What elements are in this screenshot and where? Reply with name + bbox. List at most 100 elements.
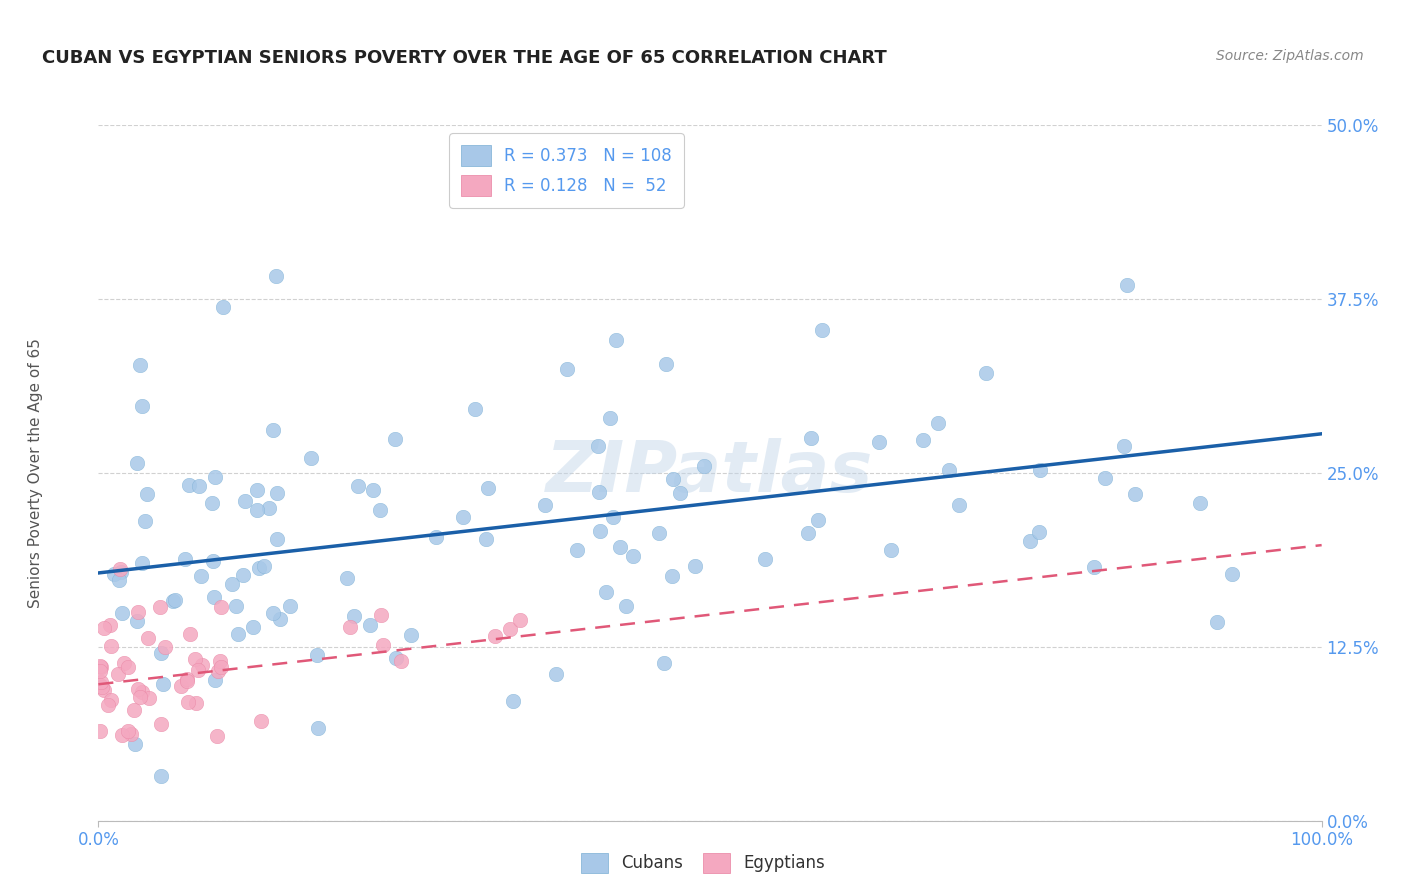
Point (153, 640, 176, 654)
Point (359, 617, 381, 632)
Point (807, 513, 830, 527)
Point (127, 456, 149, 470)
Point (305, 648, 328, 662)
Point (162, 594, 184, 608)
Point (605, 333, 627, 347)
Point (247, 560, 270, 574)
Point (1094, 471, 1116, 485)
Point (1123, 487, 1146, 501)
Point (477, 481, 499, 495)
Point (654, 357, 676, 371)
Point (266, 532, 288, 546)
Point (451, 510, 474, 524)
Text: ZIPatlas: ZIPatlas (547, 438, 873, 508)
Point (299, 451, 322, 466)
Point (89, 658, 111, 673)
Point (880, 542, 903, 557)
Legend: Cubans, Egyptians: Cubans, Egyptians (575, 847, 831, 880)
Point (602, 509, 624, 524)
Point (117, 660, 139, 674)
Point (204, 470, 226, 484)
Point (661, 472, 683, 486)
Point (179, 627, 201, 641)
Point (209, 660, 232, 674)
Point (187, 663, 209, 677)
Point (176, 672, 198, 686)
Point (120, 727, 142, 741)
Point (246, 483, 269, 497)
Point (361, 483, 384, 498)
Point (177, 478, 200, 492)
Point (108, 562, 131, 576)
Point (347, 479, 370, 493)
Point (107, 574, 129, 588)
Point (170, 679, 193, 693)
Point (589, 524, 612, 538)
Point (136, 486, 159, 500)
Point (1112, 438, 1135, 452)
Point (509, 613, 531, 627)
Point (927, 416, 949, 430)
Point (127, 681, 149, 696)
Point (93, 683, 115, 698)
Point (124, 737, 146, 751)
Point (484, 629, 506, 643)
Point (621, 549, 644, 563)
Point (595, 584, 617, 599)
Point (371, 639, 394, 653)
Point (110, 565, 132, 579)
Point (136, 631, 159, 645)
Point (1029, 463, 1052, 477)
Point (149, 599, 172, 614)
Point (138, 690, 160, 705)
Point (586, 439, 609, 453)
Point (184, 652, 207, 666)
Point (149, 646, 172, 660)
Point (692, 458, 714, 473)
Point (163, 592, 186, 607)
Point (201, 496, 224, 510)
Point (117, 724, 139, 739)
Point (811, 323, 834, 337)
Point (91, 680, 114, 694)
Point (1019, 533, 1042, 548)
Point (187, 479, 209, 493)
Point (90, 675, 112, 690)
Point (89, 678, 111, 692)
Point (233, 494, 256, 508)
Point (278, 599, 301, 613)
Point (389, 654, 412, 668)
Point (186, 696, 208, 710)
Point (555, 362, 578, 376)
Point (202, 590, 225, 604)
Point (250, 714, 273, 728)
Point (370, 608, 392, 623)
Point (131, 685, 153, 699)
Point (974, 366, 997, 380)
Point (385, 651, 408, 665)
Point (384, 432, 406, 446)
Point (661, 568, 683, 582)
Point (948, 499, 970, 513)
Point (128, 358, 150, 372)
Point (221, 576, 243, 591)
Point (100, 640, 122, 654)
Point (207, 664, 229, 678)
Point (253, 559, 276, 574)
Text: CUBAN VS EGYPTIAN SENIORS POVERTY OVER THE AGE OF 65 CORRELATION CHART: CUBAN VS EGYPTIAN SENIORS POVERTY OVER T… (42, 49, 887, 67)
Point (544, 667, 567, 681)
Text: Seniors Poverty Over the Age of 65: Seniors Poverty Over the Age of 65 (28, 338, 42, 607)
Point (266, 486, 288, 500)
Text: Source: ZipAtlas.com: Source: ZipAtlas.com (1216, 49, 1364, 63)
Point (342, 608, 364, 623)
Point (242, 619, 264, 633)
Point (399, 628, 422, 642)
Legend: R = 0.373   N = 108, R = 0.128   N =  52: R = 0.373 N = 108, R = 0.128 N = 52 (450, 133, 683, 208)
Point (112, 656, 135, 670)
Point (90, 659, 112, 673)
Point (149, 768, 172, 782)
Point (127, 614, 149, 628)
Point (127, 605, 149, 619)
Point (425, 530, 447, 544)
Point (307, 721, 329, 735)
